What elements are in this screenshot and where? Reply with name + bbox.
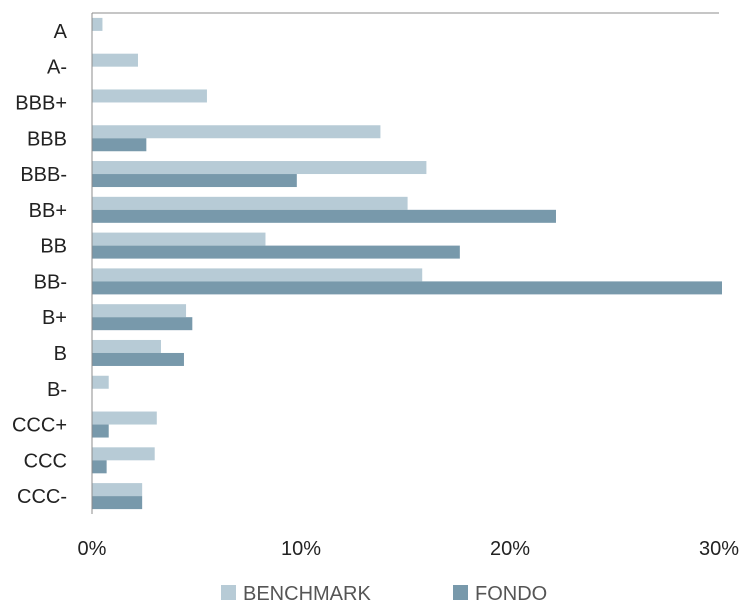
x-tick-label: 30% (699, 538, 739, 560)
category-label-a-minus: A- (47, 57, 67, 79)
bar-fondo-bbb-minus (92, 174, 297, 188)
bar-fondo-ccc (92, 460, 107, 474)
category-label-ccc-minus: CCC- (17, 486, 67, 508)
bar-fondo-ccc-minus (92, 496, 143, 510)
bar-fondo-bb (92, 245, 460, 259)
bar-fondo-bbb (92, 138, 147, 152)
bar-benchmark-ccc (92, 447, 155, 461)
category-label-bbb: BBB (27, 128, 67, 150)
category-label-b-plus: B+ (42, 307, 67, 329)
bar-benchmark-ccc-plus (92, 411, 157, 425)
x-tick-label: 0% (78, 538, 107, 560)
bar-benchmark-bb-plus (92, 196, 408, 210)
axes-group (91, 12, 719, 514)
legend-label-fondo: FONDO (475, 583, 547, 605)
category-label-bbb-minus: BBB- (20, 164, 67, 186)
bar-benchmark-a-minus (92, 53, 138, 67)
bar-benchmark-b-plus (92, 304, 187, 318)
legend-swatch-benchmark (221, 585, 236, 600)
bar-benchmark-bb-minus (92, 268, 423, 282)
category-label-b: B (54, 343, 67, 365)
bar-benchmark-ccc-minus (92, 483, 143, 497)
x-tick-labels: 0% 10% 20% 30% (78, 538, 740, 560)
bar-benchmark-bbb-minus (92, 161, 427, 175)
category-label-a: A (54, 21, 68, 43)
legend-label-benchmark: BENCHMARK (243, 583, 371, 605)
category-label-bb: BB (40, 236, 67, 258)
category-label-bbb-plus: BBB+ (15, 92, 67, 114)
bar-fondo-bb-minus (92, 281, 722, 295)
bar-fondo-b (92, 352, 184, 366)
category-label-ccc: CCC (24, 450, 67, 472)
category-label-b-minus: B- (47, 379, 67, 401)
bars-group (92, 17, 722, 510)
x-tick-label: 10% (281, 538, 321, 560)
bar-benchmark-b (92, 339, 161, 353)
category-label-bb-plus: BB+ (29, 200, 67, 222)
bar-benchmark-bbb (92, 125, 381, 139)
bar-fondo-bb-plus (92, 209, 556, 223)
category-label-bb-minus: BB- (34, 271, 67, 293)
x-tick-label: 20% (490, 538, 530, 560)
category-label-ccc-plus: CCC+ (12, 415, 67, 437)
bar-fondo-b-plus (92, 317, 193, 331)
bar-benchmark-b-minus (92, 375, 109, 389)
bar-benchmark-bb (92, 232, 266, 246)
bar-benchmark-bbb-plus (92, 89, 207, 103)
bar-benchmark-a (92, 17, 103, 31)
legend: BENCHMARK FONDO (221, 583, 547, 605)
legend-swatch-fondo (453, 585, 468, 600)
bar-fondo-ccc-plus (92, 424, 109, 438)
